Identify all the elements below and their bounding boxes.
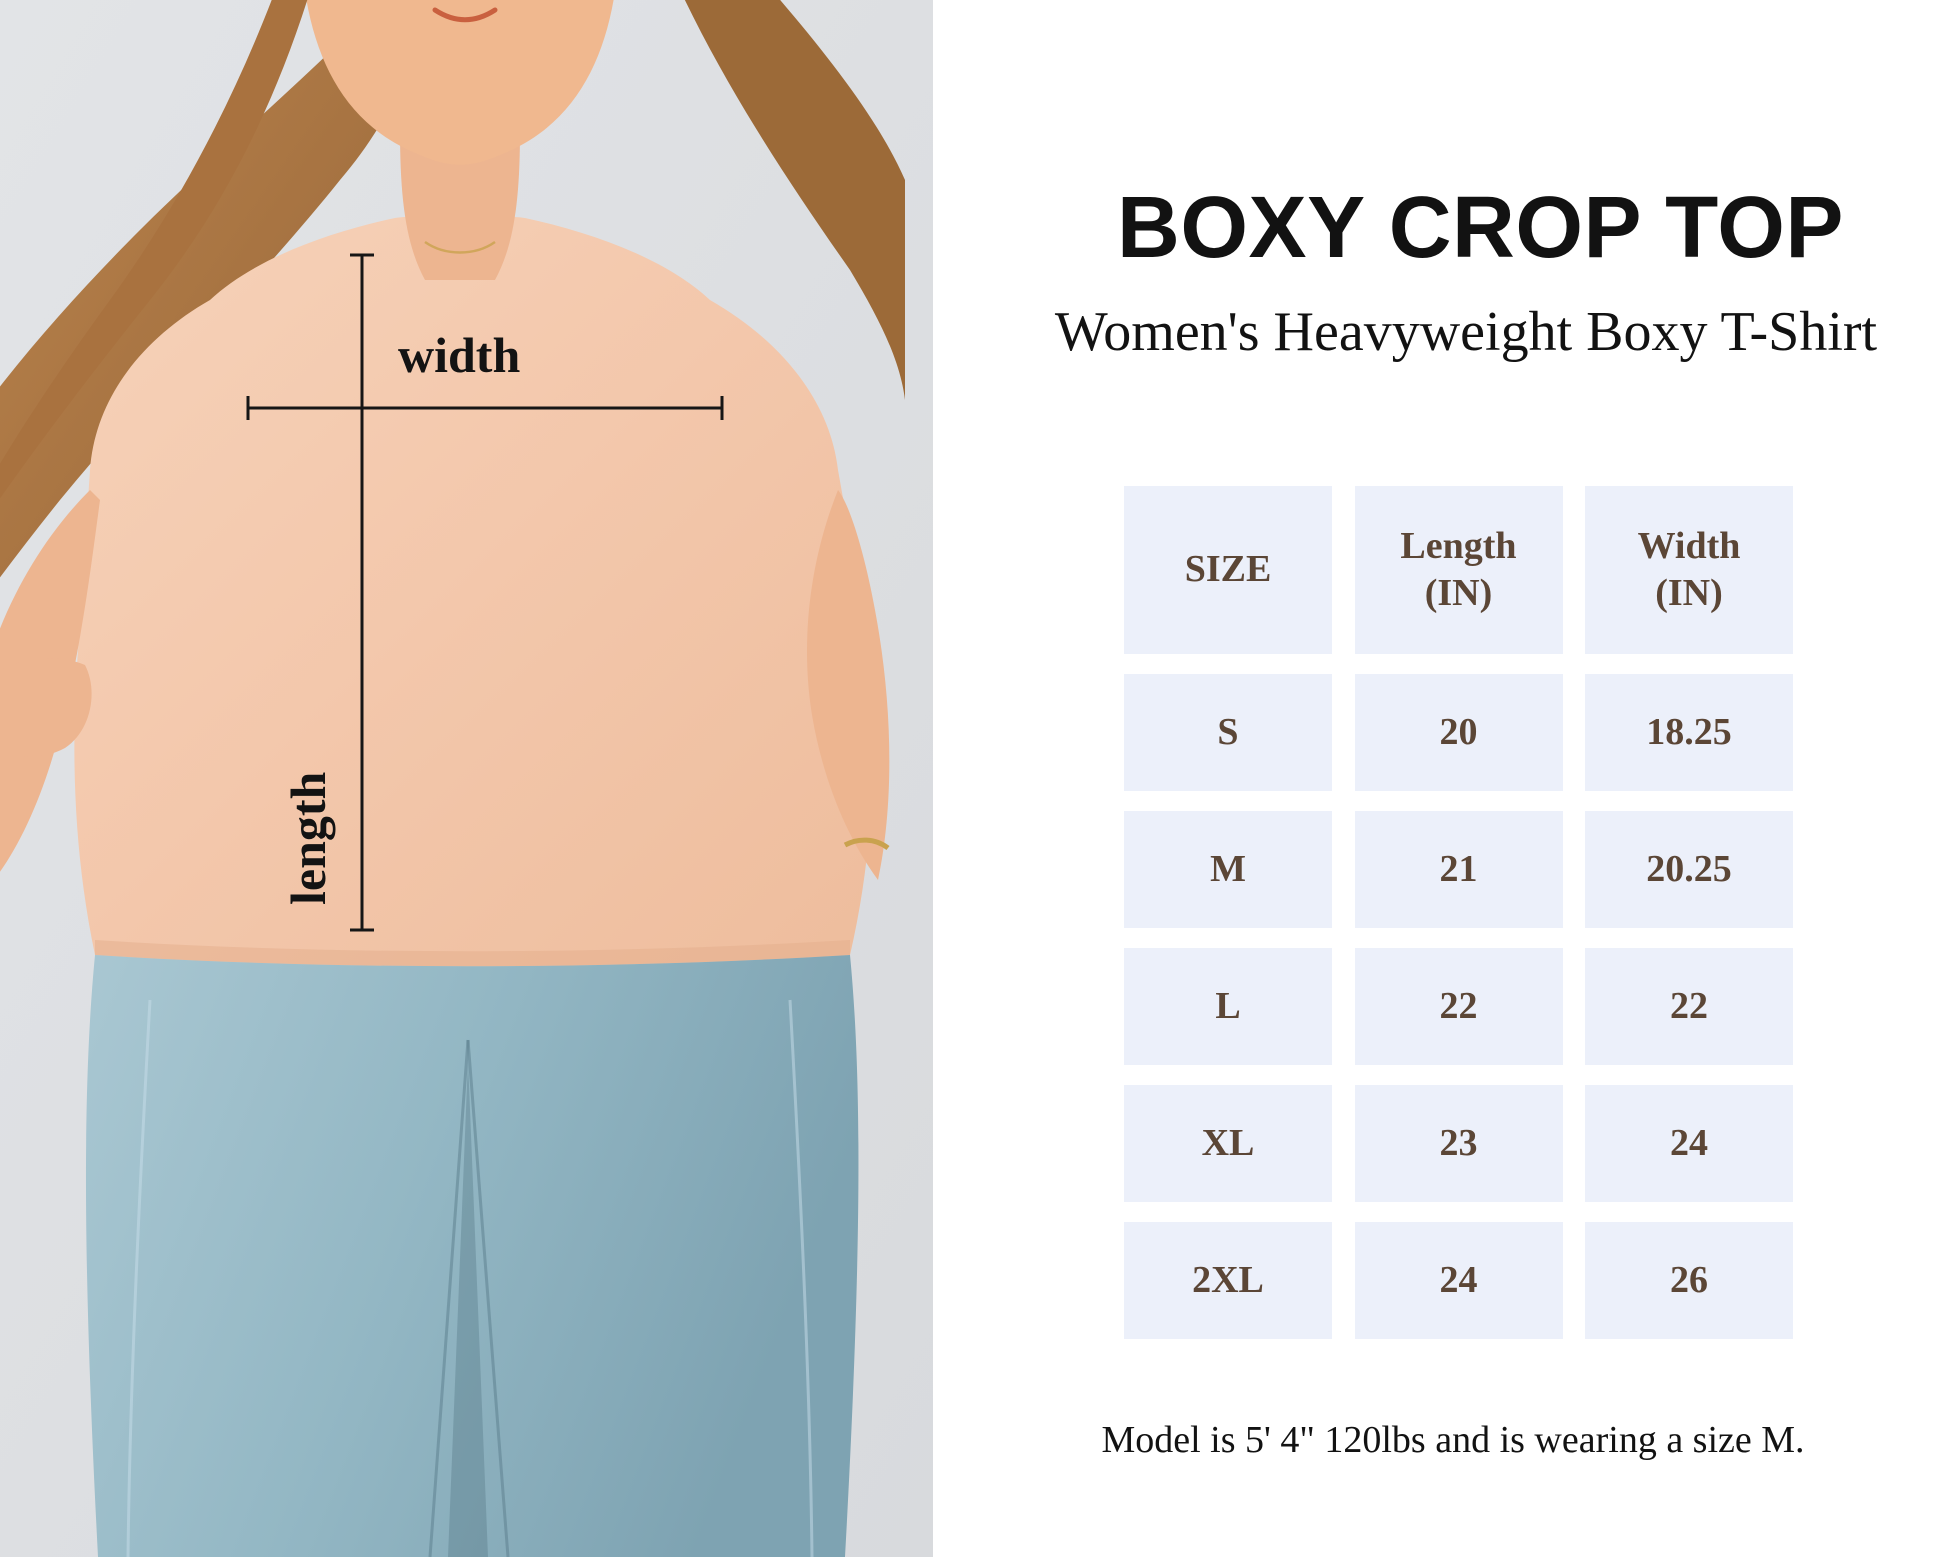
svg-text:length: length xyxy=(280,771,336,905)
svg-text:width: width xyxy=(398,327,520,383)
